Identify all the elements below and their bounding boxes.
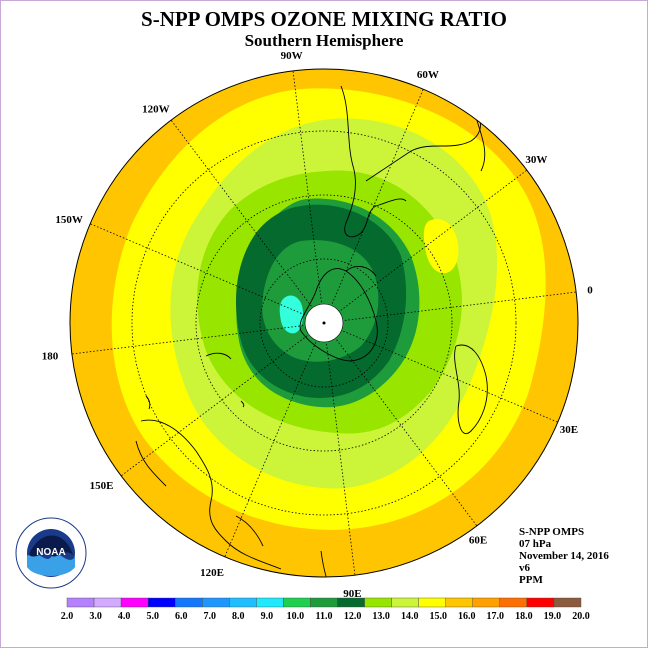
info-version: v6 — [519, 562, 530, 574]
longitude-label: 120W — [142, 104, 170, 116]
legend-color-box — [120, 597, 149, 608]
legend-tick-label: 10.0 — [287, 611, 305, 622]
noaa-logo-text: NOAA — [36, 547, 65, 558]
legend-tick-label: 3.0 — [89, 611, 102, 622]
legend-tick-label: 20.0 — [572, 611, 590, 622]
legend-tick-label: 16.0 — [458, 611, 476, 622]
longitude-label: 90E — [343, 588, 361, 600]
longitude-label: 90W — [281, 50, 303, 62]
legend-color-box — [418, 597, 446, 608]
legend-tick-label: 12.0 — [344, 611, 362, 622]
south-pole-dot — [322, 321, 326, 325]
field-yellow-patch — [423, 219, 459, 274]
legend-tick-label: 14.0 — [401, 611, 419, 622]
legend-tick-label: 4.0 — [118, 611, 131, 622]
map-title: S-NPP OMPS OZONE MIXING RATIO — [141, 7, 507, 31]
legend-color-box — [499, 597, 528, 608]
info-date: November 14, 2016 — [519, 550, 609, 562]
meridian-line — [224, 322, 325, 557]
legend-tick-label: 18.0 — [515, 611, 533, 622]
info-level: 07 hPa — [519, 538, 552, 550]
legend-tick-label: 17.0 — [487, 611, 505, 622]
longitude-label: 180 — [42, 350, 59, 362]
longitude-label: 60W — [417, 69, 439, 81]
info-panel: S-NPP OMPS 07 hPa November 14, 2016 v6 P… — [519, 526, 609, 586]
legend-color-box — [310, 597, 338, 608]
meridian-line — [170, 119, 325, 324]
legend-tick-label: 8.0 — [232, 611, 245, 622]
coastlines — [135, 85, 488, 577]
legend-color-box — [66, 597, 95, 608]
longitude-label: 30W — [525, 154, 547, 166]
longitude-label: 150W — [55, 214, 83, 226]
legend-tick-label: 5.0 — [146, 611, 159, 622]
legend-tick-label: 19.0 — [544, 611, 562, 622]
meridian-line — [323, 322, 478, 527]
noaa-logo: NOAA — [15, 517, 87, 589]
legend-color-box — [229, 597, 257, 608]
meridian-line — [323, 322, 356, 576]
legend-color-box — [391, 597, 419, 608]
meridian-line — [120, 322, 325, 477]
legend-tick-label: 2.0 — [61, 611, 74, 622]
ozone-field — [70, 69, 578, 577]
legend-color-box — [202, 597, 230, 608]
meridian-line — [292, 70, 325, 324]
legend-tick-label: 11.0 — [316, 611, 333, 622]
longitude-label: 150E — [90, 480, 114, 492]
legend-color-box — [553, 597, 582, 608]
longitude-label: 120E — [200, 567, 224, 579]
legend-color-box — [472, 597, 501, 608]
legend-tick-label: 6.0 — [175, 611, 188, 622]
meridian-line — [323, 322, 558, 423]
legend-color-box — [526, 597, 555, 608]
legend-color-box — [93, 597, 122, 608]
meridian-line — [323, 89, 424, 324]
legend-color-box — [256, 597, 284, 608]
legend-color-box — [364, 597, 392, 608]
field-cyan — [279, 295, 304, 334]
legend-color-box — [175, 597, 203, 608]
meridian-line — [71, 322, 325, 355]
legend-tick-label: 13.0 — [372, 611, 390, 622]
legend-color-box — [283, 597, 311, 608]
meridian-line — [323, 169, 528, 324]
meridian-line — [323, 291, 577, 324]
longitude-label: 30E — [560, 424, 578, 436]
info-units: PPM — [519, 574, 543, 586]
globe-outline — [69, 68, 579, 578]
legend-color-box — [147, 597, 176, 608]
legend-color-box — [337, 597, 365, 608]
legend-color-box — [445, 597, 473, 608]
legend-tick-label: 15.0 — [429, 611, 447, 622]
legend-tick-label: 9.0 — [261, 611, 274, 622]
graticule — [71, 70, 577, 576]
longitude-label: 0 — [587, 285, 593, 297]
longitude-label: 60E — [469, 534, 487, 546]
meridian-line — [90, 223, 325, 324]
map-subtitle: Southern Hemisphere — [244, 31, 404, 50]
legend-tick-label: 7.0 — [204, 611, 217, 622]
info-instrument: S-NPP OMPS — [519, 526, 585, 538]
longitude-labels: 90W 60W 30W 0 30E 60E 90E 120E 150E 180 150W 120W — [42, 50, 594, 600]
